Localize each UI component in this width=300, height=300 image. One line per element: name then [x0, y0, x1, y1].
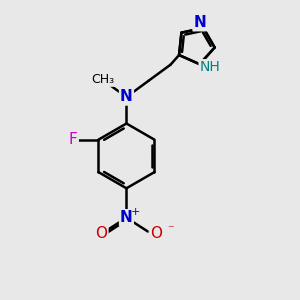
- Text: CH₃: CH₃: [91, 73, 115, 86]
- Text: +: +: [131, 207, 140, 218]
- Text: O: O: [95, 226, 107, 242]
- Text: ⁻: ⁻: [167, 223, 173, 236]
- Text: F: F: [69, 132, 78, 147]
- Text: N: N: [120, 89, 133, 104]
- Text: O: O: [150, 226, 162, 242]
- Text: NH: NH: [200, 60, 220, 74]
- Text: N: N: [120, 210, 133, 225]
- Text: N: N: [194, 15, 206, 30]
